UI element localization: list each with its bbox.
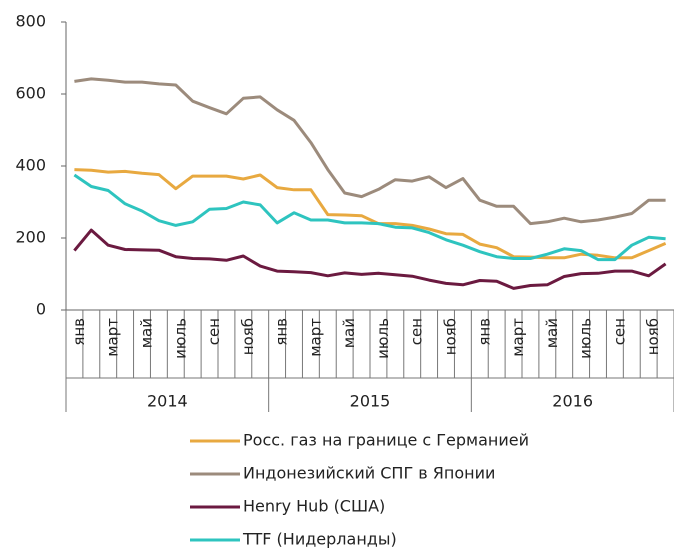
x-tick-label: сен: [610, 318, 628, 345]
x-tick-label: нояб: [239, 318, 257, 355]
series-line: [73, 228, 667, 290]
x-tick-label: нояб: [442, 318, 460, 355]
x-tick-label: май: [543, 318, 561, 348]
series-line: [73, 173, 666, 262]
y-tick-label: 200: [15, 228, 46, 247]
x-tick-label: янв: [273, 318, 291, 346]
x-tick-label: нояб: [644, 318, 662, 355]
x-tick-label: янв: [70, 318, 88, 346]
y-tick-label: 800: [15, 12, 46, 31]
x-tick-label: май: [340, 318, 358, 348]
x-tick-label: март: [509, 318, 527, 357]
y-tick-label: 400: [15, 156, 46, 175]
legend-label: Росс. газ на границе с Германией: [243, 431, 529, 450]
legend-label: Индонезийский СПГ в Японии: [243, 464, 495, 483]
x-tick-label: июль: [171, 318, 189, 359]
x-tick-label: июль: [374, 318, 392, 359]
x-tick-label: март: [104, 318, 122, 357]
y-tick-label: 600: [15, 84, 46, 103]
series-line: [74, 77, 666, 226]
x-tick-label: июль: [577, 318, 595, 359]
y-tick-label: 0: [36, 300, 46, 319]
x-tick-label: май: [138, 318, 156, 348]
group-label: 2014: [147, 392, 188, 411]
group-label: 2016: [552, 392, 593, 411]
series-line: [74, 168, 667, 260]
group-label: 2015: [350, 392, 391, 411]
x-tick-label: сен: [205, 318, 223, 345]
legend-label: Henry Hub (США): [243, 497, 385, 516]
x-tick-label: янв: [475, 318, 493, 346]
legend-label: TTF (Нидерланды): [242, 530, 397, 549]
x-tick-label: март: [306, 318, 324, 357]
x-tick-label: сен: [408, 318, 426, 345]
